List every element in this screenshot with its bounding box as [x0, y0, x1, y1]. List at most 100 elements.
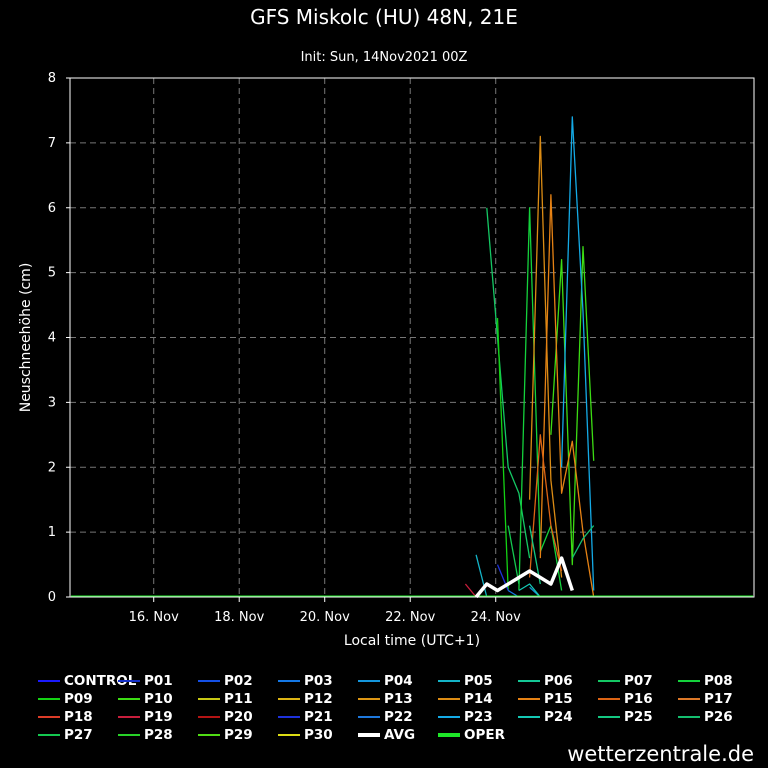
legend-label: P21 — [304, 709, 333, 725]
series-p09-line — [496, 317, 509, 591]
chart-subtitle: Init: Sun, 14Nov2021 00Z — [300, 50, 468, 65]
legend-row: CONTROL P01 P02 P03 P04 P05 P06 P07 P08 — [38, 672, 758, 690]
plot-frame — [69, 77, 755, 598]
legend-item-p07: P07 — [598, 672, 678, 690]
legend-item-p22: P22 — [358, 708, 438, 726]
legend-swatch — [438, 716, 460, 718]
legend-swatch — [358, 680, 380, 682]
legend-label: AVG — [384, 727, 416, 743]
series-p25-line — [528, 525, 541, 585]
legend-item-p02: P02 — [198, 672, 278, 690]
legend-swatch — [598, 716, 620, 718]
y-tick-label: 1 — [48, 525, 56, 540]
legend-item-p28: P28 — [118, 726, 198, 744]
legend-item-p04: P04 — [358, 672, 438, 690]
legend-item-p29: P29 — [198, 726, 278, 744]
legend-swatch — [358, 698, 380, 700]
grid-layer — [70, 78, 754, 597]
legend-swatch — [38, 734, 60, 736]
legend-label: P12 — [304, 691, 333, 707]
legend-label: P19 — [144, 709, 173, 725]
x-axis-label: Local time (UTC+1) — [344, 633, 480, 649]
legend-swatch — [358, 716, 380, 718]
legend-item-p15: P15 — [518, 690, 598, 708]
series-p19-line — [464, 583, 477, 598]
series-layer — [71, 116, 753, 599]
legend-label: P08 — [704, 673, 733, 689]
legend-swatch — [518, 716, 540, 718]
x-tick-label: 18. Nov — [214, 610, 264, 625]
series-p23-line — [560, 116, 595, 591]
legend-item-p25: P25 — [598, 708, 678, 726]
legend-swatch — [438, 733, 460, 737]
legend-item-p21: P21 — [278, 708, 358, 726]
legend-item-p01: P01 — [118, 672, 198, 690]
legend-label: P24 — [544, 709, 573, 725]
y-tick-label: 6 — [48, 201, 56, 216]
legend-label: P30 — [304, 727, 333, 743]
series-p26-line — [571, 525, 595, 559]
legend-swatch — [118, 698, 140, 700]
legend-swatch — [598, 680, 620, 682]
legend-item-p09: P09 — [38, 690, 118, 708]
legend-item-p14: P14 — [438, 690, 518, 708]
legend-label: P06 — [544, 673, 573, 689]
y-tick-label: 5 — [48, 266, 56, 281]
legend-swatch — [598, 698, 620, 700]
legend-swatch — [118, 716, 140, 718]
legend-label: P28 — [144, 727, 173, 743]
series-p24-line — [518, 583, 541, 598]
legend-item-p18: P18 — [38, 708, 118, 726]
series-p16-line — [528, 434, 563, 578]
series-p10-line — [550, 246, 595, 566]
legend-label: P04 — [384, 673, 413, 689]
legend-swatch — [678, 716, 700, 718]
legend-label: P03 — [304, 673, 333, 689]
legend-item-p26: P26 — [678, 708, 758, 726]
legend-swatch — [278, 716, 300, 718]
legend-swatch — [198, 716, 220, 718]
legend-swatch — [38, 680, 60, 682]
legend-row: P27 P28 P29 P30 AVG OPER — [38, 726, 758, 744]
legend-swatch — [198, 698, 220, 700]
x-tick-label: 20. Nov — [300, 610, 350, 625]
legend-item-p24: P24 — [518, 708, 598, 726]
series-avg-line — [474, 556, 574, 599]
legend-item-oper: OPER — [438, 726, 518, 744]
series-p27-line — [507, 525, 520, 585]
axis-layer: 0 1 2 3 4 5 6 7 8 16. Nov 18. Nov 20. Nov 22. Nov 24.… — [18, 71, 755, 649]
legend-item-p17: P17 — [678, 690, 758, 708]
legend-swatch — [278, 698, 300, 700]
legend-label: P02 — [224, 673, 253, 689]
legend-item-control: CONTROL — [38, 672, 136, 690]
legend-label: P09 — [64, 691, 93, 707]
legend-swatch — [358, 733, 380, 737]
y-tick-label: 2 — [48, 460, 56, 475]
legend-label: P13 — [384, 691, 413, 707]
legend-label: P16 — [624, 691, 653, 707]
legend-swatch — [38, 698, 60, 700]
legend-item-p10: P10 — [118, 690, 198, 708]
series-p15-line — [539, 194, 595, 598]
x-tick-label: 22. Nov — [385, 610, 435, 625]
legend-label: P25 — [624, 709, 653, 725]
legend-row: P18 P19 P20 P21 P22 P23 P24 P25 P26 — [38, 708, 758, 726]
legend-label: P18 — [64, 709, 93, 725]
series-p07-line — [486, 207, 531, 559]
legend-swatch — [278, 680, 300, 682]
legend-label: P27 — [64, 727, 93, 743]
legend-item-p20: P20 — [198, 708, 278, 726]
y-tick-label: 8 — [48, 71, 56, 86]
y-axis-label: Neuschneehöhe (cm) — [18, 263, 34, 413]
legend-label: P14 — [464, 691, 493, 707]
legend-label: P20 — [224, 709, 253, 725]
legend-item-p06: P06 — [518, 672, 598, 690]
legend-item-p12: P12 — [278, 690, 358, 708]
legend-label: P07 — [624, 673, 653, 689]
legend-swatch — [198, 680, 220, 682]
series-p14-line — [528, 135, 563, 578]
legend-swatch — [118, 734, 140, 736]
legend-row: P09 P10 P11 P12 P13 P14 P15 P16 P17 — [38, 690, 758, 708]
legend-item-p30: P30 — [278, 726, 358, 744]
y-tick-label: 4 — [48, 331, 56, 346]
